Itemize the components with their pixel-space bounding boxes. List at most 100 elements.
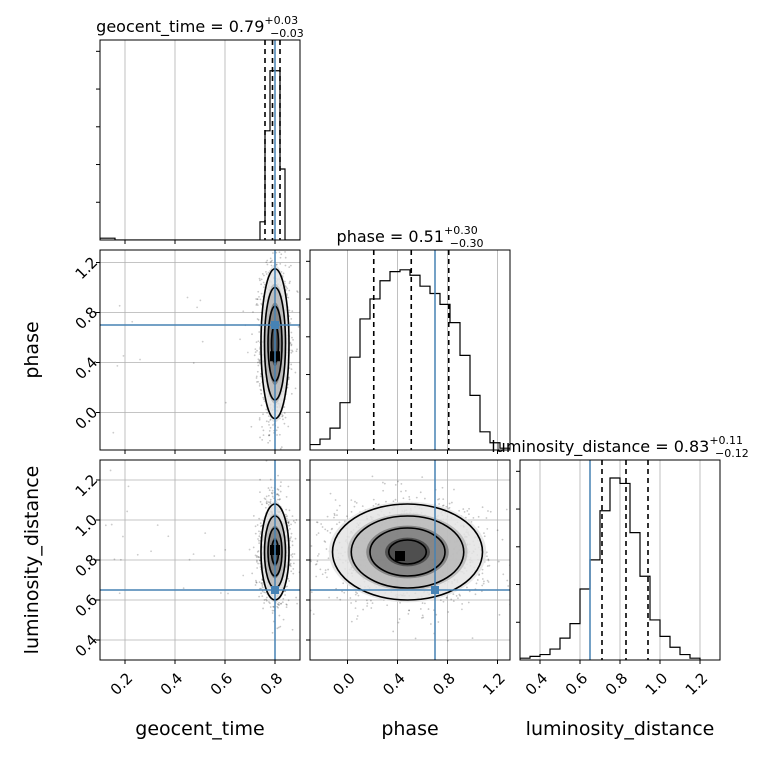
density-level-3: [385, 537, 430, 567]
title-phase-minus: −0.30: [450, 237, 484, 250]
sample-point: [256, 318, 259, 320]
sample-point: [290, 317, 293, 320]
sample-point: [271, 259, 273, 262]
sample-point: [283, 422, 286, 425]
sample-point: [276, 603, 279, 605]
sample-point: [279, 498, 281, 500]
sample-point: [242, 310, 245, 313]
sample-point: [252, 515, 255, 517]
xlabel-phase: phase: [381, 718, 438, 740]
sample-point: [272, 252, 274, 254]
sample-point: [272, 605, 275, 608]
sample-point: [339, 598, 342, 601]
sample-point: [292, 338, 294, 341]
sample-point: [402, 497, 405, 500]
sample-point: [333, 516, 335, 519]
x-tick-label-luminosity-distance: 0.8: [602, 669, 632, 699]
sample-point: [227, 592, 229, 595]
sample-point: [219, 592, 222, 594]
sample-point: [386, 604, 389, 607]
sample-point: [408, 609, 410, 612]
sample-point: [280, 446, 283, 449]
sample-point: [110, 523, 113, 526]
sample-point: [328, 596, 330, 599]
sample-point: [261, 586, 264, 589]
sample-point: [324, 528, 327, 531]
sample-point: [317, 553, 320, 555]
sample-point: [326, 529, 329, 532]
sample-point: [258, 295, 260, 298]
sample-point: [468, 507, 470, 510]
contour-3: [387, 539, 428, 565]
title-geocent-time-minus: −0.03: [270, 27, 304, 40]
sample-point: [394, 498, 397, 501]
x-tick-label-phase: 0.0: [329, 669, 359, 699]
sample-point: [448, 506, 451, 509]
panel-grid-1-1: [347, 250, 498, 450]
sample-point: [354, 607, 357, 610]
sample-point: [310, 545, 313, 547]
sample-point: [260, 587, 262, 590]
sample-point: [291, 336, 293, 339]
sample-point: [279, 262, 282, 265]
ylabel-luminosity-distance: luminosity_distance: [21, 466, 43, 655]
sample-point: [415, 496, 418, 499]
sample-point: [258, 351, 261, 354]
sample-point: [301, 580, 303, 582]
x-tick-label-geocent-time: 0.4: [157, 669, 187, 699]
sample-point: [263, 286, 265, 289]
sample-point: [113, 558, 116, 561]
sample-point: [308, 522, 310, 524]
sample-point: [278, 251, 281, 254]
sample-point: [466, 510, 469, 512]
sample-point: [256, 567, 259, 569]
sample-point: [118, 304, 121, 307]
sample-point: [279, 625, 282, 628]
sample-point: [265, 596, 268, 599]
sample-point: [486, 528, 489, 530]
sample-point: [268, 601, 270, 603]
sample-point: [256, 304, 259, 307]
sample-point: [255, 304, 258, 306]
sample-point: [255, 341, 258, 344]
sample-point: [407, 612, 410, 615]
sample-point: [255, 298, 257, 300]
histogram-phase: [310, 269, 510, 450]
sample-point: [315, 575, 318, 578]
sample-point: [408, 609, 411, 612]
xlabel-luminosity-distance: luminosity_distance: [526, 718, 715, 740]
sample-point: [438, 503, 441, 505]
sample-point: [258, 539, 260, 542]
sample-point: [271, 631, 274, 634]
sample-point: [310, 560, 312, 563]
sample-point: [307, 542, 309, 544]
sample-point: [498, 613, 501, 616]
sample-point: [252, 546, 255, 549]
sample-point: [480, 590, 483, 593]
sample-point: [150, 550, 152, 553]
sample-point: [257, 538, 259, 540]
sample-point: [371, 602, 374, 605]
x-tick-label-luminosity-distance: 0.6: [562, 669, 592, 699]
sample-point: [265, 501, 268, 504]
sample-point: [486, 565, 489, 567]
sample-point: [118, 592, 121, 595]
sample-point: [192, 362, 195, 364]
sample-point: [324, 569, 327, 572]
sample-point: [257, 556, 260, 559]
y-tick-label-luminosity-distance: 1.2: [72, 471, 102, 501]
sample-point: [278, 433, 281, 436]
sample-point: [269, 257, 272, 260]
sample-point: [404, 489, 407, 492]
sample-point: [270, 491, 273, 494]
contour-0: [331, 503, 484, 601]
sample-point: [254, 348, 257, 351]
sample-point: [269, 498, 272, 501]
sample-point: [275, 493, 278, 496]
sample-point: [246, 351, 249, 354]
sample-point: [290, 536, 292, 539]
title-luminosity-distance: luminosity_distance = 0.83+0.11 −0.12: [491, 434, 749, 460]
sample-point: [296, 290, 298, 293]
sample-point: [259, 298, 262, 301]
sample-point: [297, 325, 300, 328]
